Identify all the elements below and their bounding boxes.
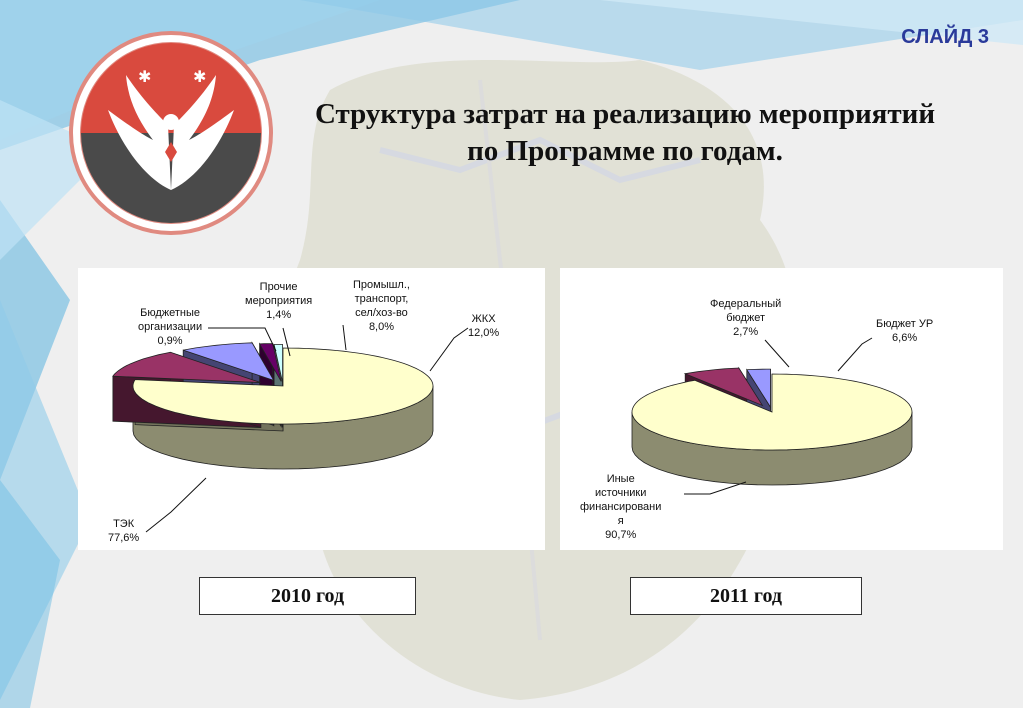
label-line: ЖКХ — [471, 313, 496, 325]
pie-slice — [683, 367, 764, 407]
label-line: Бюджет УР — [876, 318, 934, 330]
leader-line — [764, 339, 790, 368]
title-line-1: Структура затрат на реализацию мероприят… — [314, 98, 936, 130]
svg-text:✱: ✱ — [138, 67, 151, 86]
pie-slice — [112, 351, 261, 383]
leader-line — [684, 481, 747, 495]
label-line: Прочие — [259, 281, 298, 293]
pie-slice — [631, 373, 913, 451]
label-tek: ТЭК 77,6% — [108, 517, 139, 545]
pie-slice — [183, 342, 275, 382]
year-caption-2010: 2010 год — [199, 577, 416, 615]
label-line: бюджет — [726, 312, 766, 324]
label-line: 2,7% — [733, 326, 759, 338]
pie-slice — [273, 344, 284, 383]
label-line: транспорт, — [354, 293, 409, 305]
label-line: Бюджетные — [140, 307, 200, 319]
title-line-2: по Программе по годам. — [467, 135, 783, 167]
slide-number-label: СЛАЙД 3 — [901, 26, 989, 48]
slide-title: Структура затрат на реализацию мероприят… — [270, 96, 980, 170]
label-line: 77,6% — [108, 532, 140, 544]
leader-line — [342, 324, 347, 351]
label-budg: Бюджетные организации 0,9% — [138, 306, 202, 348]
label-prom: Промышл., транспорт, сел/хоз-во 8,0% — [353, 278, 410, 334]
pie-slice — [132, 347, 434, 425]
pie-chart-2011: Иные источники финансировани я 90,7% Бюджет … — [560, 268, 1003, 550]
pie-chart-2011-svg — [631, 337, 913, 495]
label-line: я — [617, 515, 624, 527]
label-line: 0,9% — [157, 335, 183, 347]
label-line: 12,0% — [468, 327, 500, 339]
year-caption-2011: 2011 год — [630, 577, 862, 615]
label-line: организации — [138, 321, 203, 333]
label-inye: Иные источники финансировани я 90,7% — [580, 472, 661, 542]
label-zhkh: ЖКХ 12,0% — [468, 312, 499, 340]
label-byur: Бюджет УР 6,6% — [876, 317, 933, 345]
label-line: сел/хоз-во — [355, 307, 408, 319]
label-line: источники — [595, 487, 647, 499]
label-line: ТЭК — [113, 518, 135, 530]
label-line: Федеральный — [710, 298, 782, 310]
leader-line — [429, 327, 469, 372]
pie-chart-2010-svg — [112, 324, 469, 533]
leader-line — [282, 327, 291, 357]
pie-chart-2010: ТЭК 77,6% ЖКХ 12,0% Промышл., транспорт, сел… — [78, 268, 545, 550]
label-line: Иные — [606, 473, 635, 485]
label-line: мероприятия — [245, 295, 313, 307]
label-line: финансировани — [580, 501, 662, 513]
label-line: 8,0% — [368, 321, 395, 333]
pie-slice — [746, 368, 771, 409]
leader-line — [837, 337, 873, 372]
udmurtia-coat-of-arms-icon: ✱ ✱ — [69, 31, 273, 235]
leader-line — [145, 477, 207, 533]
label-line: 90,7% — [605, 529, 637, 541]
svg-text:✱: ✱ — [193, 67, 206, 86]
leader-line — [208, 327, 277, 352]
label-line: 1,4% — [266, 309, 292, 321]
label-fed: Федеральный бюджет 2,7% — [710, 297, 781, 339]
label-proch: Прочие мероприятия 1,4% — [245, 280, 312, 322]
label-line: 6,6% — [892, 332, 918, 344]
label-line: Промышл., — [353, 279, 410, 291]
